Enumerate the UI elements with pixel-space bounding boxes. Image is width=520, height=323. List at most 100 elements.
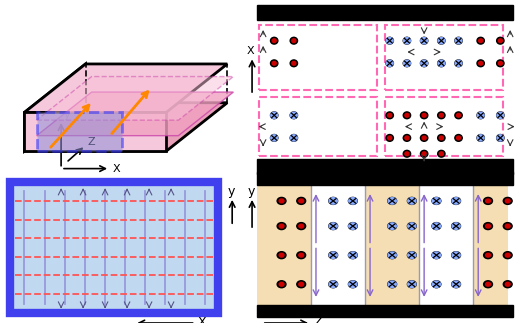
- Text: Z: Z: [314, 175, 321, 185]
- Circle shape: [299, 224, 304, 228]
- Circle shape: [388, 252, 397, 259]
- Circle shape: [386, 134, 394, 141]
- Circle shape: [505, 224, 510, 228]
- Circle shape: [404, 37, 410, 44]
- Circle shape: [290, 60, 297, 67]
- Circle shape: [505, 282, 510, 286]
- Circle shape: [386, 60, 393, 67]
- Circle shape: [290, 37, 297, 44]
- Circle shape: [432, 223, 441, 230]
- Circle shape: [388, 198, 396, 204]
- Bar: [385, 25, 503, 90]
- Bar: [385, 97, 503, 156]
- Text: X: X: [198, 316, 206, 323]
- Circle shape: [386, 37, 394, 44]
- Circle shape: [388, 252, 396, 258]
- Circle shape: [498, 61, 502, 65]
- Circle shape: [404, 60, 410, 67]
- Circle shape: [348, 197, 357, 204]
- Circle shape: [388, 113, 392, 117]
- Circle shape: [455, 112, 462, 119]
- Circle shape: [486, 253, 490, 257]
- Circle shape: [438, 60, 445, 67]
- Circle shape: [477, 37, 484, 44]
- Circle shape: [477, 134, 484, 141]
- Circle shape: [388, 136, 392, 140]
- Circle shape: [405, 152, 409, 156]
- Circle shape: [407, 252, 417, 259]
- Circle shape: [329, 223, 337, 229]
- Circle shape: [455, 37, 462, 44]
- Circle shape: [290, 134, 297, 141]
- Circle shape: [421, 60, 428, 67]
- Circle shape: [290, 112, 297, 119]
- Circle shape: [497, 60, 504, 67]
- Circle shape: [329, 197, 337, 204]
- Circle shape: [421, 112, 428, 119]
- Circle shape: [477, 112, 484, 119]
- Circle shape: [272, 61, 276, 65]
- Circle shape: [386, 37, 393, 44]
- Circle shape: [478, 61, 483, 65]
- Circle shape: [270, 60, 278, 67]
- Circle shape: [270, 134, 278, 141]
- Circle shape: [270, 37, 278, 44]
- Circle shape: [422, 113, 426, 117]
- Circle shape: [422, 136, 426, 140]
- Circle shape: [407, 281, 417, 288]
- Circle shape: [386, 112, 394, 119]
- Circle shape: [291, 135, 297, 141]
- Text: X: X: [112, 163, 120, 173]
- FancyBboxPatch shape: [10, 182, 217, 313]
- Circle shape: [505, 253, 510, 257]
- Circle shape: [279, 282, 284, 286]
- Bar: [257, 5, 513, 20]
- Circle shape: [348, 252, 357, 259]
- Circle shape: [432, 198, 440, 204]
- Circle shape: [388, 281, 396, 287]
- Circle shape: [272, 39, 276, 43]
- Circle shape: [497, 135, 504, 141]
- Circle shape: [407, 197, 417, 204]
- Circle shape: [277, 223, 286, 230]
- Polygon shape: [24, 64, 85, 151]
- Bar: [419, 185, 473, 305]
- Circle shape: [329, 281, 337, 288]
- Circle shape: [329, 252, 337, 258]
- Circle shape: [408, 281, 416, 287]
- Circle shape: [438, 37, 445, 44]
- Circle shape: [455, 134, 462, 141]
- Circle shape: [279, 199, 284, 203]
- Circle shape: [329, 281, 337, 287]
- Circle shape: [349, 252, 357, 258]
- Circle shape: [292, 39, 296, 43]
- Circle shape: [438, 112, 445, 119]
- Text: y: y: [227, 185, 235, 198]
- Circle shape: [432, 252, 441, 259]
- Circle shape: [452, 198, 460, 204]
- Circle shape: [477, 135, 484, 141]
- Text: Z: Z: [314, 316, 322, 323]
- Polygon shape: [24, 64, 227, 112]
- Circle shape: [421, 37, 428, 44]
- Circle shape: [452, 252, 461, 259]
- Circle shape: [408, 198, 416, 204]
- Circle shape: [405, 136, 409, 140]
- Bar: [257, 172, 513, 185]
- Circle shape: [452, 281, 460, 287]
- Circle shape: [452, 281, 461, 288]
- Polygon shape: [36, 77, 233, 120]
- Circle shape: [455, 60, 462, 67]
- Circle shape: [348, 281, 357, 288]
- Circle shape: [478, 39, 483, 43]
- Bar: [473, 185, 508, 305]
- Circle shape: [277, 252, 286, 259]
- Circle shape: [497, 37, 504, 44]
- Circle shape: [349, 281, 357, 287]
- Bar: [311, 185, 365, 305]
- Circle shape: [403, 112, 411, 119]
- Circle shape: [403, 150, 411, 157]
- Circle shape: [421, 150, 428, 157]
- Circle shape: [279, 253, 284, 257]
- Polygon shape: [36, 92, 233, 136]
